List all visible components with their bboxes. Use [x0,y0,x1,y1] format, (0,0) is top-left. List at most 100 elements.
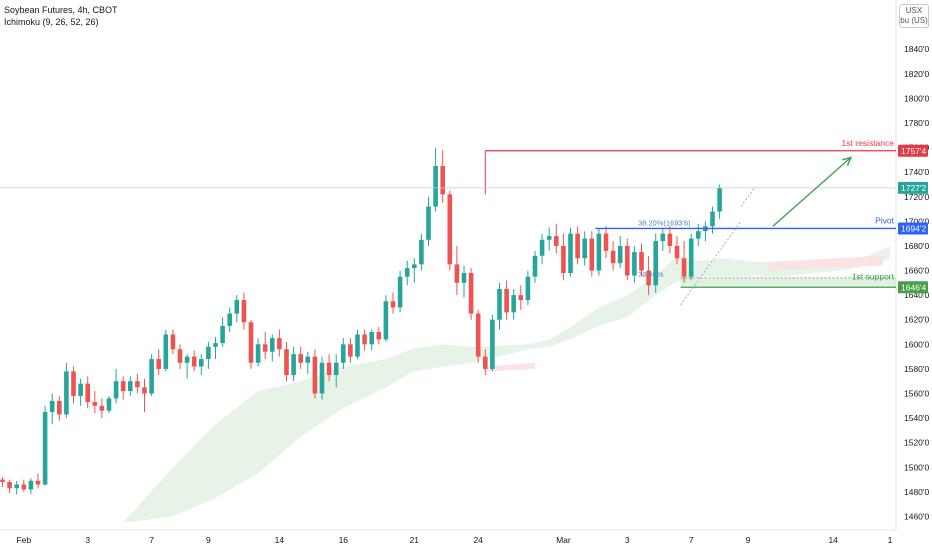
indicator-label[interactable]: Ichimoku (9, 26, 52, 26) [4,17,99,27]
candle-body [57,400,62,415]
pivot-price-label: 1694'2 [901,223,927,233]
candle-body [653,241,658,286]
candle-body [518,295,524,301]
candle [603,226,609,259]
candle [447,190,453,271]
candle [319,356,325,400]
candle [717,184,722,219]
candle [220,317,225,347]
price-tick-label: 1720'0 [904,192,930,202]
candle-body [135,381,140,388]
resistance-price-tag [898,144,928,157]
candle [241,292,247,330]
time-tick-label: 7 [149,535,154,545]
candle [490,314,495,372]
candle-body [589,238,595,271]
candle-body [312,356,318,394]
candle [625,238,630,281]
candle [561,233,566,281]
candle [475,309,481,363]
candle-body [42,411,48,485]
candle [483,349,488,376]
candle [170,329,176,355]
time-tick-label: 14 [828,535,838,545]
candle-body [348,344,353,357]
candle-body [0,479,5,483]
candle-body [248,322,254,363]
candle-body [390,301,396,308]
candle-body [681,258,687,277]
pivot-price-tag [898,222,928,235]
candle-body [696,231,701,239]
support-price-tag [898,281,928,294]
current-price-label: 1727'2 [901,183,927,193]
candle-body [291,354,296,376]
candle [610,241,616,271]
candle-body [426,206,431,240]
candle [703,221,708,242]
price-tick-label: 1780'0 [904,118,930,128]
candle [433,147,438,212]
candle [518,285,524,310]
candle [461,265,467,298]
candle-body [142,387,147,394]
candle-body [284,349,289,376]
candle-body [64,371,69,415]
price-tick-label: 1620'0 [904,315,930,325]
candle [511,288,516,320]
candle-body [660,233,666,242]
candle-body [177,349,183,363]
candle-body [199,359,204,367]
price-tick-label: 1740'0 [904,167,930,177]
candle [28,478,34,495]
symbol-title[interactable]: Soybean Futures, 4h, CBOT [4,5,118,15]
price-tick-label: 1460'0 [904,511,930,521]
time-axis[interactable]: Feb 3 7 9 14 16 21 24 Mar 3 7 9 14 1 [16,535,892,545]
candle-body [369,332,374,345]
candle-body [113,381,119,399]
support-zone [680,277,896,288]
candle [554,223,559,254]
grid [0,0,897,531]
candle-body [376,332,382,340]
candle-body [603,233,609,251]
candle-body [646,270,651,286]
candle [0,477,5,487]
candle [589,231,595,277]
candle [49,393,55,425]
candle [312,349,318,399]
price-axis[interactable]: 1460'0 1480'0 1500'0 1520'0 1540'0 1560'0 1580… [898,20,930,522]
price-tick-label: 1840'0 [904,44,930,54]
unit-selector[interactable]: USX bu (US) [899,4,929,28]
candle-body [120,381,126,392]
candle-body [419,239,424,265]
candle-body [497,288,502,320]
time-tick-label: Mar [556,535,571,545]
candle [234,295,240,323]
candle-body [674,245,680,259]
candle-body [355,334,360,357]
time-tick-label: 14 [275,535,285,545]
candle-body [610,250,616,264]
candle [688,233,694,281]
candle-body [717,188,722,212]
candle [348,338,353,363]
candle-body [546,236,552,240]
candle-body [227,313,232,326]
candle-body [7,482,12,489]
candle-body [433,166,438,207]
candle [426,196,431,246]
candle [341,338,346,369]
candle [355,329,360,360]
candle [333,354,339,388]
candle-body [85,383,90,403]
time-tick-label: 7 [689,535,694,545]
candle [92,391,98,414]
candle [660,228,666,251]
price-tick-label: 1480'0 [904,487,930,497]
support-price-label: 1646'4 [901,282,927,292]
candle [582,231,587,266]
candle-body [35,480,41,485]
candle [128,376,133,396]
